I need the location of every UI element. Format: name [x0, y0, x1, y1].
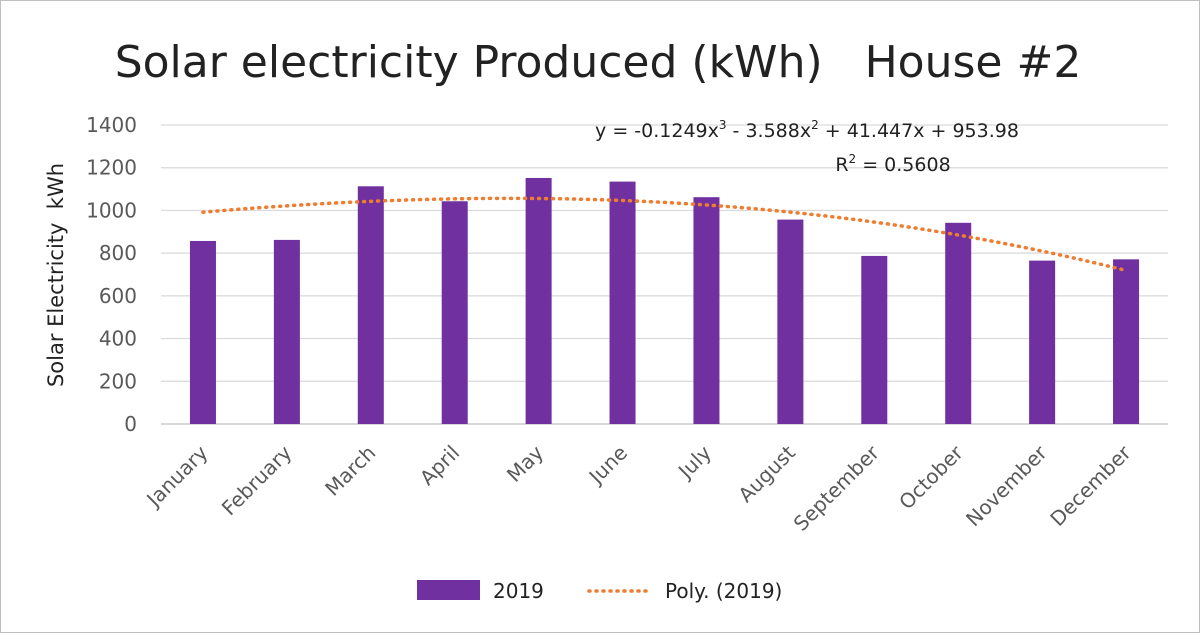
bar-may: [525, 177, 552, 424]
bar-february: [273, 239, 300, 424]
x-tick-label: November: [961, 440, 1052, 531]
x-tick-label: April: [415, 441, 464, 490]
x-tick-label: August: [733, 440, 800, 507]
gridlines: [161, 124, 1168, 425]
legend: 2019 Poly. (2019): [417, 579, 782, 603]
y-tick-label: 1400: [86, 113, 137, 137]
x-tick-label: September: [789, 440, 885, 536]
x-tick-label: May: [502, 440, 548, 486]
legend-label-poly: Poly. (2019): [665, 579, 782, 603]
y-tick-label: 600: [99, 284, 137, 308]
legend-swatch-2019: [417, 580, 480, 600]
chart-title: Solar electricity Produced (kWh) House #…: [115, 37, 1082, 88]
bar-march: [357, 186, 384, 424]
x-tick-label: March: [320, 441, 380, 501]
y-tick-label: 200: [99, 369, 137, 393]
bar-july: [693, 197, 720, 424]
equation-exponent-2: 2: [811, 118, 819, 132]
y-tick-label: 1200: [86, 156, 137, 180]
bar-january: [189, 240, 216, 424]
x-tick-label: December: [1045, 440, 1136, 531]
x-tick-label: February: [217, 440, 297, 520]
bar-november: [1029, 260, 1056, 424]
y-axis-ticks: 0 200 400 600 800 1000 1200 1400: [86, 113, 137, 436]
r-squared-value: = 0.5608: [856, 154, 950, 176]
trendline-equation: y = -0.1249x3 - 3.588x2 + 41.447x + 953.…: [595, 118, 1019, 142]
legend-label-2019: 2019: [493, 579, 544, 603]
bar-december: [1113, 259, 1140, 424]
bar-series-2019: [189, 177, 1140, 424]
y-tick-label: 0: [124, 412, 137, 436]
equation-part-1: y = -0.1249x: [595, 120, 719, 142]
x-tick-label: October: [894, 440, 968, 514]
x-axis-ticks: January February March April May June July Augu…: [140, 440, 1136, 536]
x-tick-label: July: [672, 440, 716, 484]
bar-april: [441, 201, 468, 424]
r-squared-base: R: [835, 154, 848, 176]
equation-exponent-3: 3: [719, 118, 727, 132]
bar-june: [609, 181, 636, 424]
bar-august: [777, 219, 804, 424]
bar-september: [861, 255, 888, 424]
y-axis-label: Solar Electricity kWh: [44, 163, 68, 387]
r-squared-exponent: 2: [849, 152, 857, 166]
trendline-r-squared: R2 = 0.5608: [835, 152, 950, 176]
bar-october: [945, 222, 972, 424]
equation-part-2: - 3.588x: [727, 120, 812, 142]
y-tick-label: 800: [99, 241, 137, 265]
trendline-poly-2019: [201, 196, 1128, 273]
x-tick-label: January: [140, 440, 212, 512]
y-tick-label: 400: [99, 327, 137, 351]
y-tick-label: 1000: [86, 198, 137, 222]
equation-part-3: + 41.447x + 953.98: [819, 120, 1019, 142]
x-tick-label: June: [583, 441, 632, 490]
